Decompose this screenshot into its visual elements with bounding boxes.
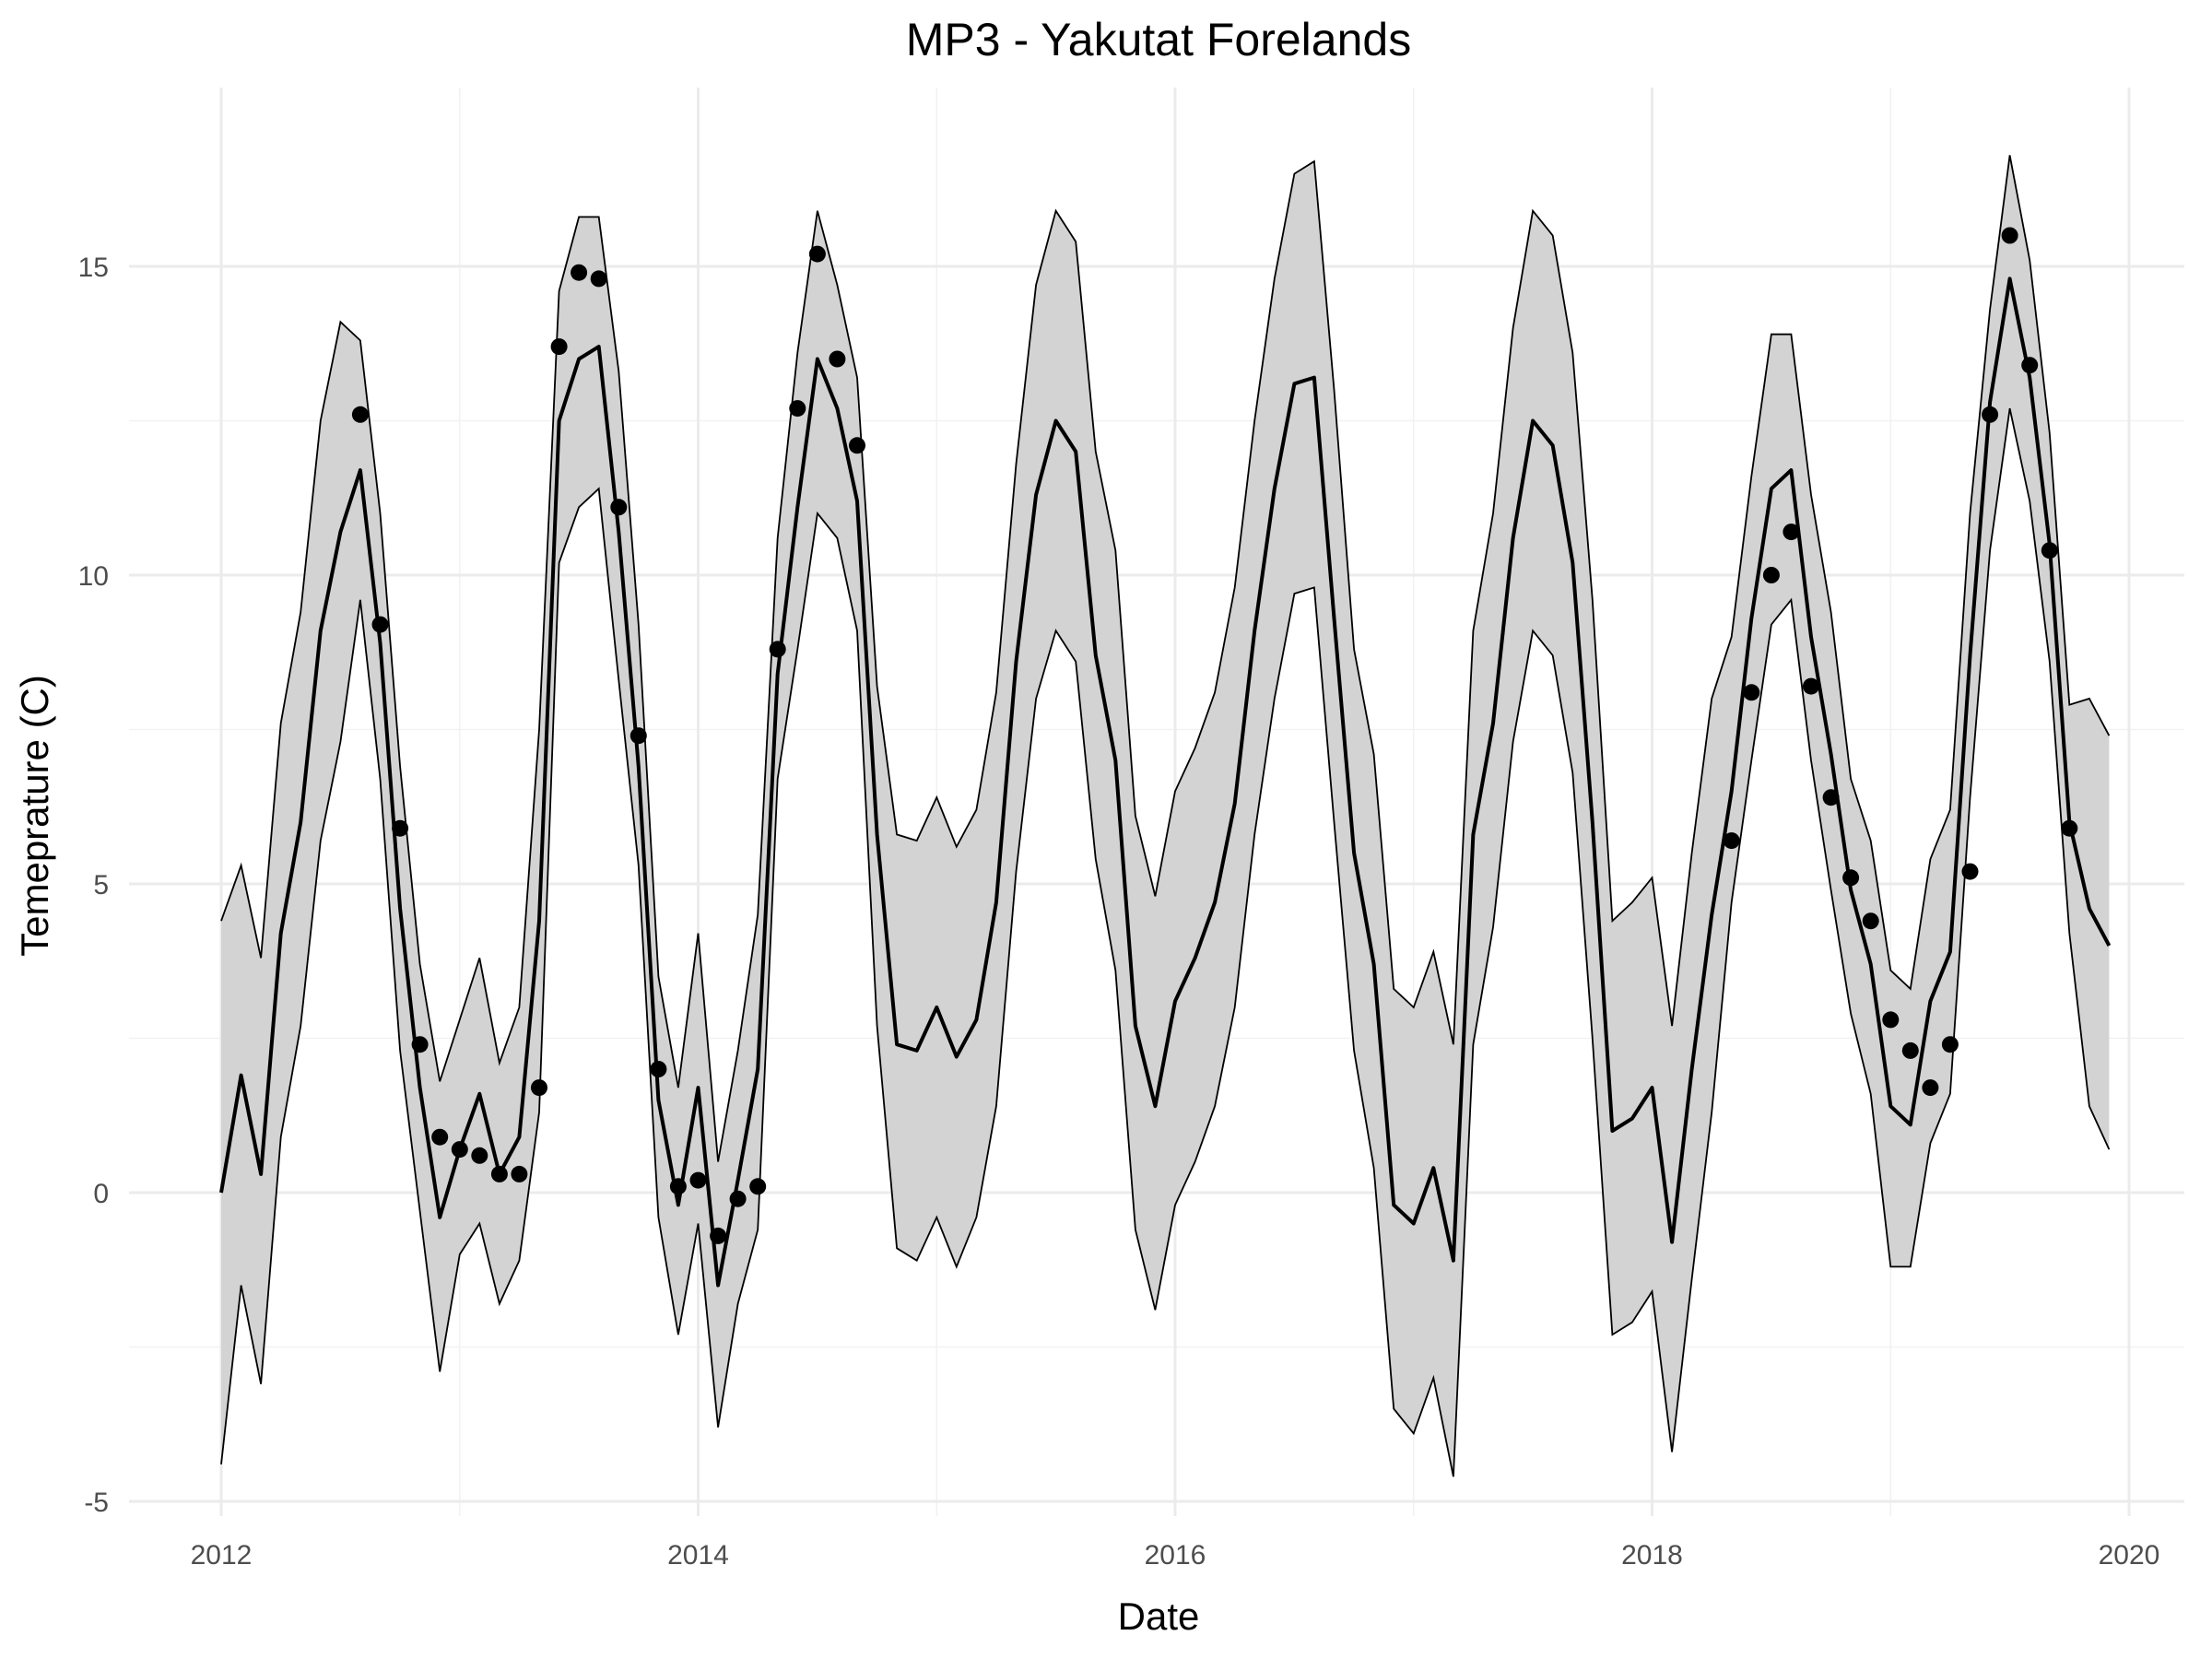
y-tick-label: 15 [78, 253, 109, 283]
y-tick-label: -5 [84, 1488, 109, 1518]
observed-point [490, 1165, 508, 1182]
observed-point [550, 338, 568, 356]
observed-point [1803, 677, 1819, 695]
point-layer [351, 227, 2078, 1244]
observed-point [829, 350, 846, 368]
x-tick-label: 2016 [1145, 1540, 1206, 1571]
observed-point [571, 264, 588, 281]
observed-point [371, 616, 389, 633]
observed-point [1783, 524, 1800, 541]
observed-point [1982, 406, 1999, 423]
observed-point [710, 1227, 727, 1244]
observed-point [1922, 1079, 1939, 1097]
observed-point [351, 406, 369, 423]
observed-point [1862, 912, 1879, 930]
x-tick-label: 2020 [2099, 1540, 2160, 1571]
observed-point [769, 641, 786, 658]
confidence-ribbon [221, 155, 2110, 1477]
observed-point [1901, 1041, 1919, 1059]
mean-line [219, 276, 2112, 1288]
observed-point [590, 270, 607, 288]
x-tick-label: 2014 [667, 1540, 729, 1571]
observed-point [1842, 869, 1860, 887]
y-tick-label: 0 [93, 1179, 109, 1209]
observed-point [1941, 1036, 1959, 1053]
line-layer [219, 155, 2112, 1477]
observed-point [689, 1171, 707, 1189]
observed-point [789, 400, 806, 418]
observed-point [650, 1061, 667, 1077]
observed-point [471, 1147, 488, 1164]
observed-point [392, 819, 409, 837]
observed-point [1743, 684, 1760, 701]
y-axis-label: Temeprature (C) [13, 675, 56, 957]
observed-point [511, 1165, 528, 1182]
observed-point [1882, 1011, 1900, 1029]
observed-point [2001, 227, 2018, 244]
observed-point [2061, 819, 2078, 837]
observed-point [431, 1128, 449, 1146]
observed-point [451, 1141, 468, 1159]
x-axis-label: Date [1118, 1594, 1200, 1638]
x-axis-ticks: 2012 2014 2016 2018 2020 [191, 1540, 2160, 1571]
observed-point [1762, 567, 1780, 583]
y-axis-ticks: -5 0 5 10 15 [78, 253, 109, 1518]
observed-point [849, 437, 865, 454]
observed-point [749, 1178, 767, 1195]
lower-bound-line [220, 407, 2111, 1477]
observed-point [808, 245, 826, 263]
observed-point [629, 727, 647, 745]
observed-point [411, 1036, 429, 1053]
observed-point [2021, 357, 2039, 374]
chart-title: MP3 - Yakutat Forelands [906, 14, 1411, 65]
ribbon-layer [221, 155, 2110, 1477]
x-tick-label: 2012 [191, 1540, 253, 1571]
observed-point [1961, 863, 1979, 880]
observed-point [531, 1079, 547, 1097]
observed-point [1822, 789, 1840, 806]
upper-bound-line [220, 155, 2111, 1162]
observed-point [729, 1190, 747, 1207]
observed-point [1723, 832, 1740, 850]
observed-point [610, 499, 628, 516]
y-tick-label: 5 [93, 870, 109, 900]
y-tick-label: 10 [78, 561, 109, 592]
x-tick-label: 2018 [1621, 1540, 1683, 1571]
observed-point [669, 1178, 687, 1195]
observed-point [2041, 542, 2058, 559]
